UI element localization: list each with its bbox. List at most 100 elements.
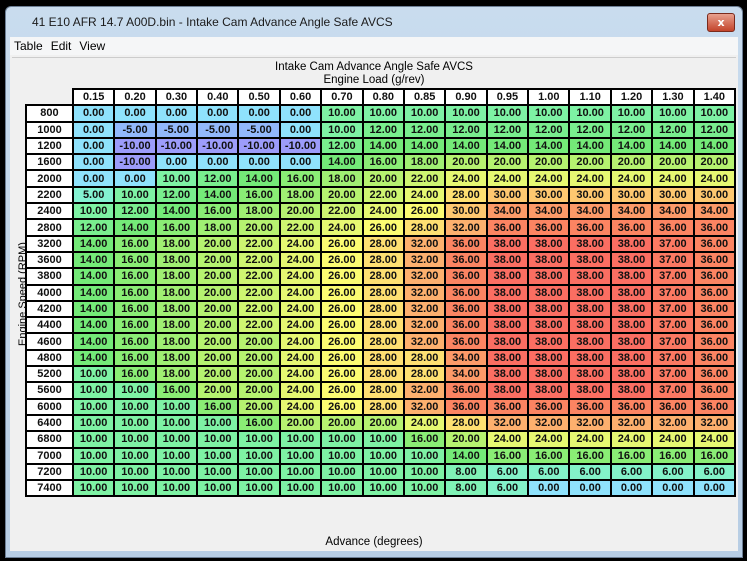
table-cell[interactable]: 10.00 <box>196 462 240 482</box>
table-cell[interactable]: 12.00 <box>651 120 695 139</box>
table-cell[interactable]: 12.00 <box>568 120 612 139</box>
table-cell[interactable]: 10.00 <box>278 479 323 498</box>
table-cell[interactable]: -10.00 <box>113 153 157 172</box>
table-cell[interactable]: 10.00 <box>320 104 364 123</box>
table-cell[interactable]: 37.00 <box>651 316 695 335</box>
table-cell[interactable]: 36.00 <box>444 299 488 319</box>
table-cell[interactable]: 14.00 <box>71 299 116 319</box>
table-cell[interactable]: 32.00 <box>402 381 447 400</box>
table-cell[interactable]: -5.00 <box>154 120 199 139</box>
column-header[interactable]: 1.20 <box>609 87 654 107</box>
table-cell[interactable]: 26.00 <box>402 202 447 221</box>
table-cell[interactable]: 10.00 <box>320 120 364 139</box>
row-header[interactable]: 3600 <box>25 250 74 270</box>
table-cell[interactable]: 30.00 <box>568 185 612 205</box>
column-header[interactable]: 0.20 <box>113 87 157 107</box>
table-cell[interactable]: 28.00 <box>402 365 447 384</box>
table-cell[interactable]: 38.00 <box>527 283 571 302</box>
table-cell[interactable]: 28.00 <box>361 299 405 319</box>
table-cell[interactable]: 10.00 <box>71 202 116 221</box>
row-header[interactable]: 3200 <box>25 234 74 253</box>
table-cell[interactable]: 24.00 <box>278 267 323 286</box>
column-header[interactable]: 0.85 <box>402 87 447 107</box>
table-cell[interactable]: 26.00 <box>320 250 364 270</box>
table-cell[interactable]: 24.00 <box>402 185 447 205</box>
row-header[interactable]: 2200 <box>25 185 74 205</box>
table-cell[interactable]: 10.00 <box>154 413 199 433</box>
table-cell[interactable]: 26.00 <box>320 381 364 400</box>
table-cell[interactable]: 32.00 <box>651 413 695 433</box>
table-cell[interactable]: 10.00 <box>237 430 281 449</box>
table-cell[interactable]: 34.00 <box>485 202 530 221</box>
table-cell[interactable]: 38.00 <box>609 234 654 253</box>
table-cell[interactable]: 22.00 <box>278 218 323 237</box>
table-cell[interactable]: 38.00 <box>485 250 530 270</box>
table-cell[interactable]: 26.00 <box>320 397 364 416</box>
table-cell[interactable]: 12.00 <box>402 120 447 139</box>
table-cell[interactable]: 10.00 <box>71 397 116 416</box>
table-cell[interactable]: 12.00 <box>485 120 530 139</box>
table-cell[interactable]: 32.00 <box>609 413 654 433</box>
table-cell[interactable]: 28.00 <box>361 332 405 351</box>
table-cell[interactable]: 10.00 <box>278 446 323 465</box>
table-cell[interactable]: 0.00 <box>71 120 116 139</box>
table-cell[interactable]: 38.00 <box>527 365 571 384</box>
table-cell[interactable]: 20.00 <box>692 153 737 172</box>
row-header[interactable]: 6800 <box>25 430 74 449</box>
table-cell[interactable]: 20.00 <box>196 299 240 319</box>
table-cell[interactable]: 26.00 <box>320 283 364 302</box>
table-cell[interactable]: 20.00 <box>651 153 695 172</box>
table-cell[interactable]: 38.00 <box>527 250 571 270</box>
table-cell[interactable]: 38.00 <box>609 250 654 270</box>
table-cell[interactable]: 10.00 <box>154 446 199 465</box>
table-cell[interactable]: 20.00 <box>196 250 240 270</box>
table-cell[interactable]: 6.00 <box>692 462 737 482</box>
row-header[interactable]: 1000 <box>25 120 74 139</box>
table-cell[interactable]: 10.00 <box>113 479 157 498</box>
table-cell[interactable]: 20.00 <box>196 234 240 253</box>
table-cell[interactable]: 30.00 <box>485 185 530 205</box>
table-cell[interactable]: 10.00 <box>568 104 612 123</box>
table-cell[interactable]: 20.00 <box>320 185 364 205</box>
table-cell[interactable]: 28.00 <box>361 365 405 384</box>
table-cell[interactable]: 20.00 <box>237 397 281 416</box>
row-header[interactable]: 5600 <box>25 381 74 400</box>
table-cell[interactable]: 14.00 <box>485 136 530 156</box>
table-cell[interactable]: 38.00 <box>609 299 654 319</box>
table-cell[interactable]: 38.00 <box>527 381 571 400</box>
table-cell[interactable]: 38.00 <box>609 381 654 400</box>
table-cell[interactable]: 18.00 <box>196 218 240 237</box>
table-cell[interactable]: 24.00 <box>527 169 571 188</box>
table-cell[interactable]: 36.00 <box>692 332 737 351</box>
row-header[interactable]: 6000 <box>25 397 74 416</box>
table-cell[interactable]: 36.00 <box>692 365 737 384</box>
table-cell[interactable]: 18.00 <box>154 283 199 302</box>
table-cell[interactable]: 26.00 <box>320 365 364 384</box>
table-cell[interactable]: 14.00 <box>444 136 488 156</box>
table-cell[interactable]: 0.00 <box>71 153 116 172</box>
table-cell[interactable]: 36.00 <box>444 397 488 416</box>
table-cell[interactable]: 6.00 <box>527 462 571 482</box>
row-header[interactable]: 7000 <box>25 446 74 465</box>
table-cell[interactable]: 24.00 <box>278 250 323 270</box>
table-cell[interactable]: 38.00 <box>485 234 530 253</box>
table-cell[interactable]: 32.00 <box>402 267 447 286</box>
table-cell[interactable]: 18.00 <box>154 316 199 335</box>
table-cell[interactable]: 10.00 <box>71 462 116 482</box>
table-cell[interactable]: 18.00 <box>154 267 199 286</box>
table-cell[interactable]: 12.00 <box>361 120 405 139</box>
table-cell[interactable]: 20.00 <box>278 413 323 433</box>
table-cell[interactable]: 10.00 <box>651 104 695 123</box>
column-header[interactable]: 0.90 <box>444 87 488 107</box>
column-header[interactable]: 1.00 <box>527 87 571 107</box>
table-cell[interactable]: 20.00 <box>444 153 488 172</box>
table-cell[interactable]: 10.00 <box>278 462 323 482</box>
table-cell[interactable]: 36.00 <box>692 381 737 400</box>
table-cell[interactable]: 24.00 <box>568 430 612 449</box>
table-cell[interactable]: 14.00 <box>196 185 240 205</box>
table-cell[interactable]: 36.00 <box>568 218 612 237</box>
table-cell[interactable]: 0.00 <box>278 153 323 172</box>
table-cell[interactable]: 18.00 <box>154 365 199 384</box>
table-cell[interactable]: 37.00 <box>651 365 695 384</box>
table-cell[interactable]: 10.00 <box>196 430 240 449</box>
